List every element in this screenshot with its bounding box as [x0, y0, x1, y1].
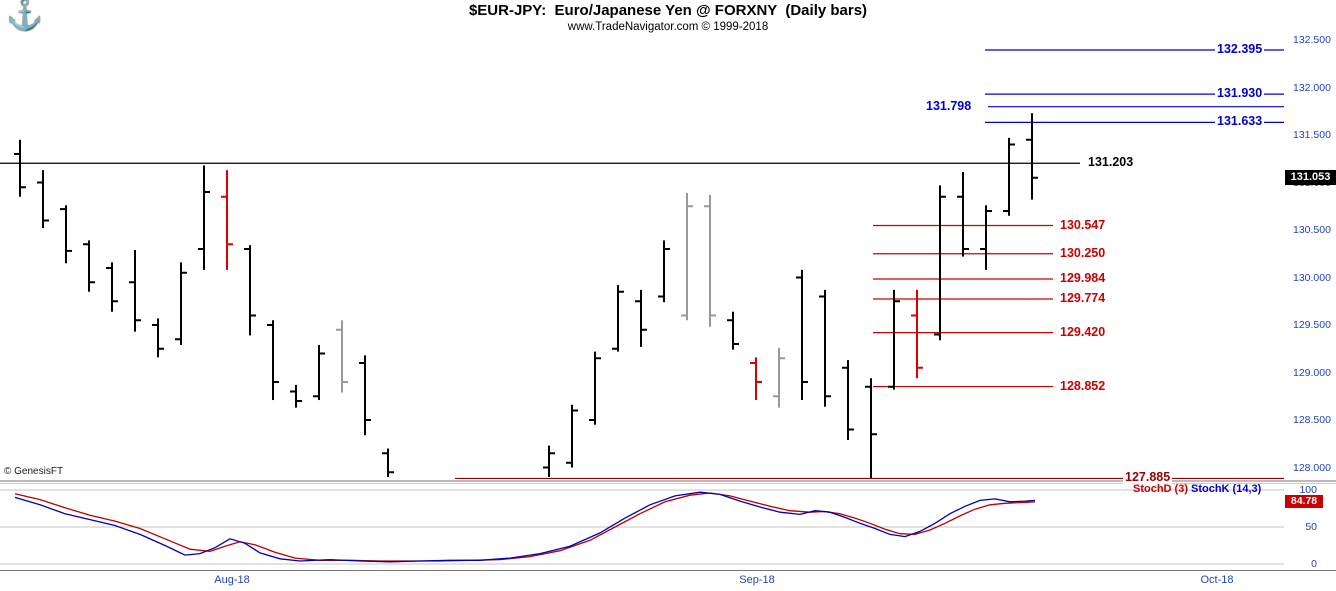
price-level-label: 131.633: [1215, 113, 1265, 130]
price-axis-label: 128.000: [1293, 461, 1331, 474]
price-level-label: 129.420: [1058, 323, 1108, 340]
price-level-label: 129.774: [1058, 289, 1108, 306]
chart-title: $EUR-JPY: Euro/Japanese Yen @ FORXNY (Da…: [468, 2, 868, 19]
stoch-legend-item: StochK (14,3): [1191, 483, 1262, 495]
price-level-label: 132.395: [1215, 40, 1265, 57]
anchor-logo-icon: ⚓: [6, 0, 44, 32]
x-axis-month-label: Sep-18: [739, 574, 775, 586]
price-level-label: 130.250: [1058, 244, 1108, 261]
genesisft-watermark: © GenesisFT: [4, 466, 64, 477]
x-axis-month-label: Oct-18: [1200, 574, 1234, 586]
stoch-axis-label: 100: [1299, 484, 1317, 496]
price-level-label: 131.930: [1215, 85, 1265, 102]
last-price-badge: 131.053: [1285, 169, 1336, 185]
price-level-label: 129.984: [1058, 270, 1108, 287]
price-axis-label: 129.500: [1293, 319, 1331, 331]
stoch-legend-item: StochD (3): [1133, 483, 1188, 495]
price-axis-label: 130.000: [1293, 271, 1331, 284]
price-axis-label: 130.500: [1293, 224, 1331, 236]
stoch-axis-label: 0: [1311, 558, 1317, 570]
x-axis-month-label: Aug-18: [214, 574, 250, 586]
price-axis-label: 128.500: [1293, 414, 1331, 426]
price-axis-label: 132.500: [1293, 34, 1331, 46]
stoch-axis-label: 50: [1305, 521, 1317, 533]
price-level-label: 130.547: [1058, 216, 1108, 233]
price-axis-label: 131.500: [1293, 129, 1331, 141]
price-axis-label: 129.000: [1293, 366, 1331, 379]
chart-subtitle: www.TradeNavigator.com © 1999-2018: [567, 21, 769, 33]
price-level-label: 131.798: [924, 97, 974, 114]
stoch-value-badge: 84.78: [1285, 494, 1323, 508]
price-level-label: 128.852: [1058, 377, 1108, 394]
price-axis-label: 132.000: [1293, 81, 1331, 94]
price-level-label: 127.885: [1123, 469, 1173, 486]
price-level-label: 131.203: [1086, 154, 1136, 171]
